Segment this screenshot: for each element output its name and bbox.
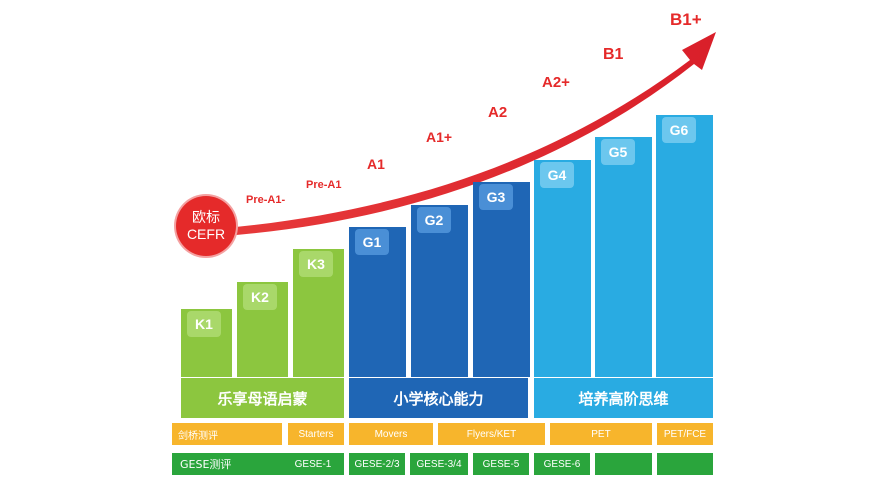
bar-label: G4 <box>540 162 574 188</box>
bar-label: G1 <box>355 229 389 255</box>
bar-k2: K2 <box>237 282 288 377</box>
gese-cell <box>595 453 652 475</box>
gese-cell: GESE-3/4 <box>410 453 468 475</box>
cefr-badge-line2: CEFR <box>186 226 226 242</box>
cefr-level: A2+ <box>542 74 570 91</box>
cefr-badge-line1: 欧标 <box>192 210 220 226</box>
cefr-level: Pre-A1- <box>246 194 286 206</box>
gese-label: GESE测评 <box>180 458 232 471</box>
cefr-level: A1+ <box>426 129 453 145</box>
band-core-ability: 小学核心能力 <box>349 378 528 418</box>
bar-k3: K3 <box>293 249 344 377</box>
bar-k1: K1 <box>181 309 232 377</box>
band-enlightenment: 乐享母语启蒙 <box>181 378 344 418</box>
gese-cell: GESE-6 <box>534 453 590 475</box>
bar-label: G3 <box>479 184 513 210</box>
cambridge-row-label: 剑桥测评 <box>172 423 282 445</box>
band-higher-thinking: 培养高阶思维 <box>534 378 713 418</box>
bar-g2: G2 <box>411 205 468 377</box>
gese-cell <box>657 453 713 475</box>
cambridge-cell: Starters <box>288 423 344 445</box>
bar-g5: G5 <box>595 137 652 377</box>
cambridge-cell: PET <box>550 423 652 445</box>
bar-label: K3 <box>299 251 333 277</box>
bar-label: K1 <box>187 311 221 337</box>
bar-label: G6 <box>662 117 696 143</box>
bar-g3: G3 <box>473 182 530 377</box>
cambridge-cell: Movers <box>349 423 433 445</box>
cefr-level: A1 <box>367 156 385 172</box>
bar-label: K2 <box>243 284 277 310</box>
cefr-badge: 欧标 CEFR <box>176 196 236 256</box>
bar-label: G2 <box>417 207 451 233</box>
bar-g4: G4 <box>534 160 591 377</box>
cambridge-cell: Flyers/KET <box>438 423 545 445</box>
cefr-level: Pre-A1 <box>306 179 342 191</box>
gese-row-label: GESE测评 <box>172 453 282 475</box>
cambridge-cell: PET/FCE <box>657 423 713 445</box>
cefr-level: B1 <box>603 46 624 63</box>
gese-cell: GESE-1 <box>282 453 344 475</box>
gese-cell: GESE-2/3 <box>349 453 405 475</box>
bar-label: G5 <box>601 139 635 165</box>
cambridge-label: 剑桥测评 <box>178 430 218 442</box>
cefr-level: A2 <box>488 104 508 121</box>
gese-cell: GESE-5 <box>473 453 529 475</box>
bar-g6: G6 <box>656 115 713 377</box>
bar-g1: G1 <box>349 227 406 377</box>
cefr-level: B1+ <box>670 10 702 29</box>
